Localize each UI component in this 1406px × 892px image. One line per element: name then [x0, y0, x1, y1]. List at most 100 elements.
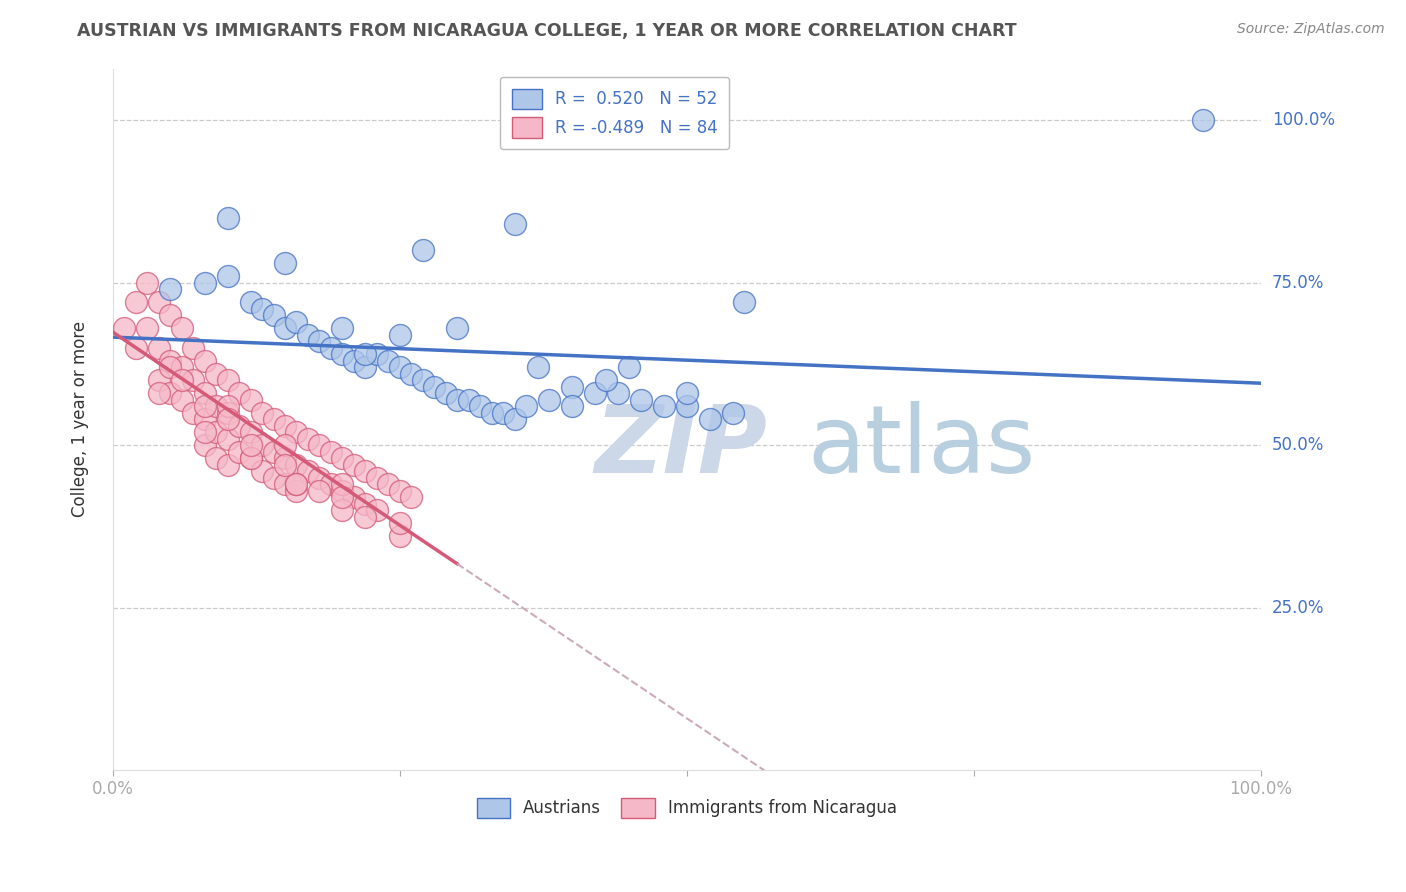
Point [412, 373, 434, 387]
Point [343, 353, 366, 368]
Point [274, 451, 297, 466]
Point [285, 483, 308, 498]
Point [388, 483, 411, 498]
Point [354, 509, 377, 524]
Point [297, 327, 319, 342]
Point [388, 516, 411, 531]
Point [239, 438, 262, 452]
Point [366, 471, 388, 485]
Point [652, 399, 675, 413]
Point [285, 477, 308, 491]
Point [274, 321, 297, 335]
Point [446, 392, 468, 407]
Point [401, 367, 423, 381]
Point [412, 244, 434, 258]
Point [228, 418, 250, 433]
Point [274, 438, 297, 452]
Point [159, 386, 181, 401]
Point [159, 309, 181, 323]
Point [159, 353, 181, 368]
Point [308, 334, 330, 349]
Point [583, 386, 606, 401]
Point [181, 373, 204, 387]
Point [388, 529, 411, 543]
Point [354, 497, 377, 511]
Point [194, 276, 217, 290]
Point [332, 477, 354, 491]
Point [239, 295, 262, 310]
Point [332, 347, 354, 361]
Point [205, 367, 228, 381]
Point [388, 327, 411, 342]
Point [388, 360, 411, 375]
Point [308, 483, 330, 498]
Point [423, 380, 446, 394]
Point [159, 360, 181, 375]
Point [194, 386, 217, 401]
Point [250, 464, 273, 478]
Point [401, 490, 423, 504]
Point [434, 386, 457, 401]
Point [481, 406, 503, 420]
Point [457, 392, 479, 407]
Text: atlas: atlas [807, 401, 1035, 493]
Point [319, 341, 342, 355]
Text: 100.0%: 100.0% [1272, 112, 1334, 129]
Point [526, 360, 548, 375]
Point [148, 386, 170, 401]
Point [274, 458, 297, 472]
Point [377, 477, 399, 491]
Point [308, 438, 330, 452]
Point [194, 353, 217, 368]
Point [503, 218, 526, 232]
Point [561, 380, 583, 394]
Point [515, 399, 537, 413]
Point [675, 386, 697, 401]
Point [503, 412, 526, 426]
Point [250, 406, 273, 420]
Point [332, 490, 354, 504]
Text: Source: ZipAtlas.com: Source: ZipAtlas.com [1237, 22, 1385, 37]
Point [343, 458, 366, 472]
Point [285, 477, 308, 491]
Legend: Austrians, Immigrants from Nicaragua: Austrians, Immigrants from Nicaragua [470, 791, 904, 825]
Point [159, 282, 181, 296]
Text: ZIP: ZIP [595, 401, 768, 493]
Point [675, 399, 697, 413]
Point [205, 451, 228, 466]
Point [170, 321, 193, 335]
Point [217, 399, 239, 413]
Point [561, 399, 583, 413]
Point [112, 321, 135, 335]
Point [125, 295, 148, 310]
Point [733, 295, 755, 310]
Point [274, 477, 297, 491]
Point [308, 471, 330, 485]
Point [285, 425, 308, 440]
Point [446, 321, 468, 335]
Point [194, 412, 217, 426]
Point [217, 406, 239, 420]
Point [285, 458, 308, 472]
Point [721, 406, 744, 420]
Point [537, 392, 560, 407]
Point [194, 438, 217, 452]
Point [285, 315, 308, 329]
Point [354, 347, 377, 361]
Point [492, 406, 515, 420]
Text: 25.0%: 25.0% [1272, 599, 1324, 616]
Point [630, 392, 652, 407]
Point [125, 341, 148, 355]
Point [250, 438, 273, 452]
Point [217, 432, 239, 446]
Point [297, 464, 319, 478]
Point [181, 406, 204, 420]
Point [205, 425, 228, 440]
Point [250, 301, 273, 316]
Point [263, 444, 285, 458]
Point [297, 432, 319, 446]
Point [148, 341, 170, 355]
Point [354, 360, 377, 375]
Point [319, 444, 342, 458]
Text: 50.0%: 50.0% [1272, 436, 1324, 454]
